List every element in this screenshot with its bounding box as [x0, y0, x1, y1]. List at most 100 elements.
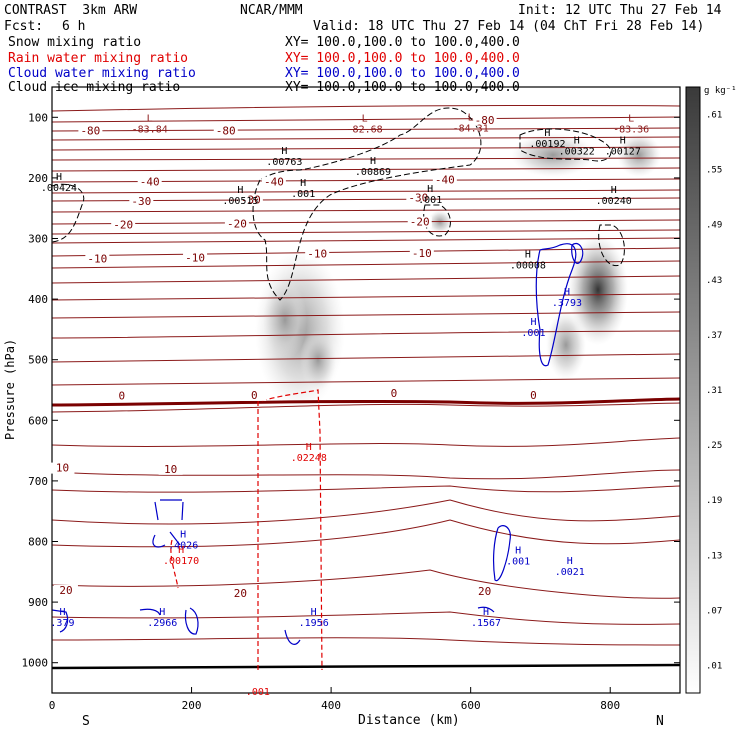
extremum-value: .00127: [605, 146, 641, 157]
extremum-marker: H: [515, 546, 521, 557]
isotherm-label: -30: [131, 195, 151, 208]
isotherm-label: 20: [59, 584, 72, 597]
colorbar-level: .13: [706, 551, 722, 561]
isotherm-label-bg: [409, 248, 434, 260]
extremum-marker: H: [159, 607, 165, 618]
extremum-value: .001: [291, 189, 315, 200]
isotherm-label: 10: [164, 463, 177, 476]
extremum-marker: H: [237, 185, 243, 196]
isotherm-label: 0: [118, 389, 125, 402]
extremum-marker: H: [567, 556, 573, 567]
extremum-marker: L: [628, 114, 634, 125]
legend-cloud-water-xy: XY= 100.0,100.0 to 100.0,400.0: [285, 66, 520, 81]
model-title: CONTRAST 3km ARW: [4, 3, 138, 18]
extremum-marker: L: [147, 114, 153, 125]
y-tick-label: 600: [28, 414, 48, 427]
isotherm-label-bg: [472, 114, 497, 126]
colorbar-level: .49: [706, 221, 722, 231]
isotherm-label-bg: [407, 216, 432, 228]
y-tick-label: 200: [28, 172, 48, 185]
isotherm-label-bg: [305, 248, 330, 260]
rain-water-contours: [170, 389, 323, 671]
legend-snow: Snow mixing ratio: [8, 35, 142, 50]
extremum-value: .00192: [529, 139, 565, 150]
extremum-marker: H: [525, 249, 531, 260]
isotherm-label: 0: [391, 387, 398, 400]
isotherm-label-bg: [224, 218, 249, 230]
extremum-marker: H: [59, 607, 65, 618]
extremum-value: .00322: [559, 146, 595, 157]
x-tick-label: 600: [461, 699, 481, 712]
colorbar-level: .01: [706, 661, 722, 671]
isotherm-label-bg: [432, 174, 457, 186]
isotherm-label: -40: [264, 176, 284, 189]
x-tick-label: 400: [321, 699, 341, 712]
isotherm-label: -20: [410, 216, 430, 229]
extremum-value: .1567: [471, 618, 501, 629]
isotherm-label-bg: [50, 462, 75, 474]
extremum-marker: H: [620, 135, 626, 146]
isotherm-label: -80: [475, 114, 495, 127]
extremum-marker: H: [311, 607, 317, 618]
extremum-value: .379: [50, 618, 74, 629]
isotherm-label-bg: [238, 194, 263, 206]
y-tick-label: 700: [28, 475, 48, 488]
extremum-marker: H: [180, 529, 186, 540]
x-tick-label: 0: [49, 699, 56, 712]
isotherm-label: 20: [234, 587, 247, 600]
isotherm-label-bg: [85, 253, 110, 265]
extremum-value: .1956: [299, 618, 329, 629]
colorbar-level: .19: [706, 496, 722, 506]
isotherm-label-bg: [183, 252, 208, 264]
isotherm-label-bg: [406, 192, 431, 204]
extremum-marker: H: [564, 287, 570, 298]
isotherm-label: -10: [87, 253, 107, 266]
extremum-marker: H: [544, 128, 550, 139]
isotherm-label-bg: [53, 585, 78, 597]
extremum-value: .3793: [552, 298, 582, 309]
extremum-value: .2966: [147, 618, 177, 629]
isotherm-label-bg: [472, 586, 497, 598]
isotherm-label-bg: [158, 463, 183, 475]
y-tick-label: 400: [28, 293, 48, 306]
y-tick-label: 100: [28, 111, 48, 124]
extremum-marker: L: [468, 112, 474, 123]
extremum-marker: H: [281, 146, 287, 157]
isotherm-label-bg: [213, 125, 238, 137]
colorbar-level: .31: [706, 386, 722, 396]
x-axis-title: Distance (km): [358, 713, 460, 728]
extremum-value: -83.84: [132, 125, 168, 136]
colorbar-level: .55: [706, 166, 722, 176]
legend-rain: Rain water mixing ratio: [8, 51, 189, 66]
cloud-ice-contours: [51, 107, 625, 301]
extremum-marker: L: [362, 114, 368, 125]
isotherm-label-bg: [228, 588, 253, 600]
isotherm-label: -20: [227, 217, 247, 230]
isotherm-label-bg: [521, 389, 546, 401]
valid-time: Valid: 18 UTC Thu 27 Feb 14 (04 ChT Fri …: [313, 19, 705, 34]
x-tick-label: 800: [600, 699, 620, 712]
forecast-hour: 6 h: [62, 19, 86, 34]
y-tick-label: 900: [28, 596, 48, 609]
legend-snow-xy: XY= 100.0,100.0 to 100.0,400.0: [285, 35, 520, 50]
isotherm-label: 0: [251, 389, 258, 402]
extremum-value: .00869: [355, 167, 391, 178]
extremum-value: .00170: [163, 556, 199, 567]
south-end-label: S: [82, 714, 90, 729]
extremum-marker: H: [178, 545, 184, 556]
y-tick-label: 500: [28, 354, 48, 367]
colorbar-level: .37: [706, 331, 722, 341]
north-end-label: N: [656, 714, 664, 729]
extremum-marker: H: [306, 442, 312, 453]
extremum-value: .001: [246, 687, 270, 698]
extremum-marker: H: [300, 178, 306, 189]
isotherm-label: -30: [241, 194, 261, 207]
extremum-value: .00240: [596, 196, 632, 207]
isotherm-label: -10: [185, 251, 205, 264]
y-axis-title: Pressure (hPa): [3, 339, 17, 440]
colorbar: [685, 86, 701, 694]
isotherm-label-bg: [111, 219, 136, 231]
extremum-marker: H: [427, 184, 433, 195]
